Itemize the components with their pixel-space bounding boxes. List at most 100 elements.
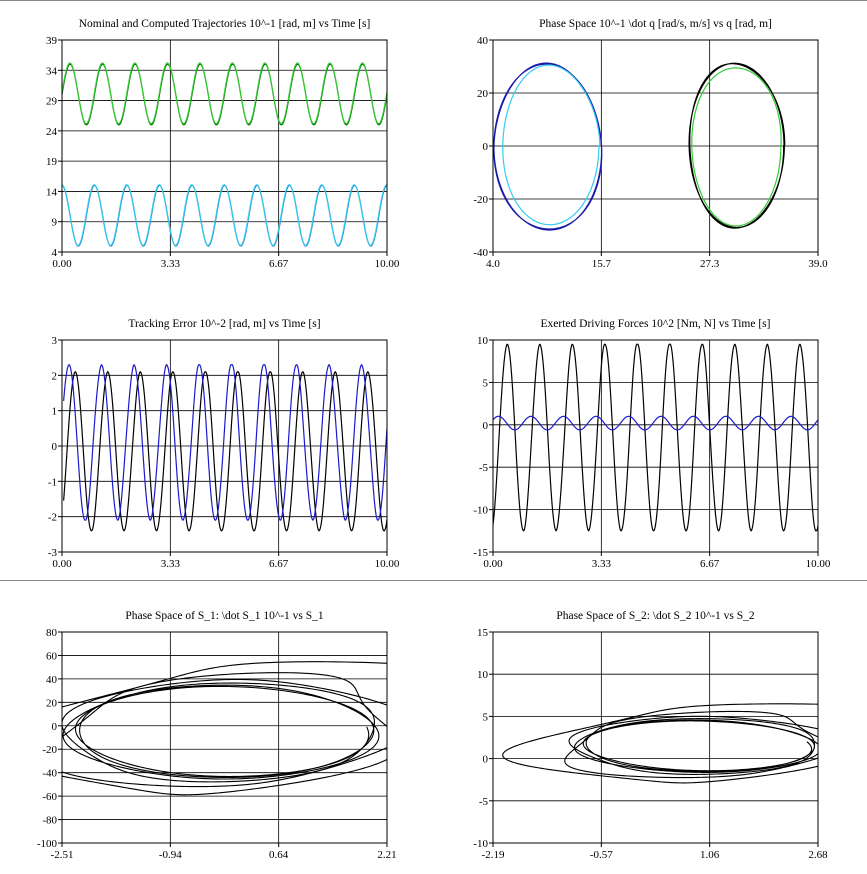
y-tick-label: -100 (37, 838, 58, 850)
y-tick-label: 0 (52, 441, 58, 453)
series-line-3 (62, 184, 387, 247)
x-tick-label: 27.3 (700, 258, 720, 270)
series-group (63, 363, 387, 532)
x-tick-label: -0.57 (590, 849, 613, 861)
y-tick-label: 29 (46, 96, 58, 108)
x-tick-label: -2.51 (51, 849, 74, 861)
x-tick-label: 2.68 (808, 849, 828, 861)
panel-tracking-error: Tracking Error 10^-2 [rad, m] vs Time [s… (48, 318, 400, 570)
y-tick-label: 1 (52, 406, 58, 418)
y-tick-label: -3 (48, 547, 58, 559)
y-tick-label: 0 (52, 721, 58, 733)
series-group (62, 661, 387, 796)
x-tick-label: 0.00 (52, 258, 72, 270)
series-line-2 (62, 62, 387, 125)
x-tick-label: 0.00 (483, 558, 503, 570)
y-tick-label: 20 (477, 88, 489, 100)
x-tick-label: 0.64 (269, 849, 289, 861)
x-tick-label: 39.0 (808, 258, 828, 270)
y-tick-label: 0 (483, 141, 489, 153)
y-tick-label: -60 (42, 791, 57, 803)
plot-frame (492, 631, 819, 844)
y-tick-label: -1 (48, 476, 57, 488)
y-tick-label: 0 (483, 420, 489, 432)
plot-frame (61, 631, 388, 844)
y-tick-label: 19 (46, 156, 58, 168)
y-tick-label: 10 (477, 669, 489, 681)
y-tick-label: -20 (473, 194, 488, 206)
x-tick-label: 3.33 (592, 558, 612, 570)
y-tick-label: 2 (52, 370, 58, 382)
x-tick-label: 0.00 (52, 558, 72, 570)
series-line-4 (691, 67, 782, 227)
y-tick-label: 5 (483, 711, 489, 723)
x-tick-label: 10.00 (806, 558, 831, 570)
x-tick-label: 10.00 (375, 258, 400, 270)
y-tick-label: 39 (46, 35, 58, 47)
series-line-1 (493, 343, 818, 532)
series-line-1 (62, 661, 387, 796)
series-group (62, 62, 387, 247)
series-line-4 (62, 184, 387, 246)
x-tick-label: 2.21 (377, 849, 396, 861)
y-tick-label: 80 (46, 627, 58, 639)
panel-phase-space-s2: Phase Space of S_2: \dot S_2 10^-1 vs S_… (473, 610, 828, 861)
series-line-1 (502, 703, 818, 784)
x-tick-label: 6.67 (700, 558, 720, 570)
y-tick-label: -10 (473, 505, 488, 517)
y-tick-label: 10 (477, 335, 489, 347)
panel-title: Exerted Driving Forces 10^2 [Nm, N] vs T… (541, 318, 771, 330)
y-tick-label: -15 (473, 547, 488, 559)
series-line-2 (63, 363, 387, 522)
series-line-2 (493, 415, 818, 431)
y-tick-label: -10 (473, 838, 488, 850)
panel-title: Phase Space 10^-1 \dot q [rad/s, m/s] vs… (539, 18, 772, 30)
y-tick-label: -5 (479, 462, 489, 474)
x-tick-label: 6.67 (269, 558, 289, 570)
y-tick-label: 60 (46, 650, 58, 662)
x-tick-label: 10.00 (375, 558, 400, 570)
panel-title: Nominal and Computed Trajectories 10^-1 … (79, 18, 371, 30)
series-group (502, 703, 818, 784)
y-tick-label: -5 (479, 796, 489, 808)
y-tick-label: 14 (46, 186, 58, 198)
plot-frame (492, 339, 819, 553)
panel-phase-space-s1: Phase Space of S_1: \dot S_1 10^-1 vs S_… (37, 610, 397, 861)
y-tick-label: 5 (483, 377, 489, 389)
y-tick-label: -80 (42, 815, 57, 827)
y-tick-label: 9 (52, 217, 58, 229)
y-tick-label: -40 (42, 768, 57, 780)
y-tick-label: 34 (46, 65, 58, 77)
y-tick-label: 3 (52, 335, 58, 347)
y-tick-label: 0 (483, 754, 489, 766)
y-tick-label: -20 (42, 744, 57, 756)
series-line-1 (63, 371, 387, 532)
series-group (493, 343, 818, 532)
y-tick-label: -40 (473, 247, 488, 259)
series-group (493, 62, 786, 231)
x-tick-label: 1.06 (700, 849, 720, 861)
x-tick-label: 3.33 (161, 558, 181, 570)
x-tick-label: 6.67 (269, 258, 289, 270)
panel-trajectories: Nominal and Computed Trajectories 10^-1 … (46, 18, 400, 270)
x-tick-label: -2.19 (482, 849, 505, 861)
panel-title: Tracking Error 10^-2 [rad, m] vs Time [s… (128, 318, 320, 330)
plot-frame (61, 39, 388, 253)
x-tick-label: 4.0 (486, 258, 500, 270)
panel-driving-forces: Exerted Driving Forces 10^2 [Nm, N] vs T… (473, 318, 831, 570)
panel-phase-space-q: Phase Space 10^-1 \dot q [rad/s, m/s] vs… (473, 18, 828, 270)
x-tick-label: 3.33 (161, 258, 181, 270)
y-tick-label: -2 (48, 512, 57, 524)
y-tick-label: 4 (52, 247, 58, 259)
y-tick-label: 40 (46, 674, 58, 686)
x-tick-label: 15.7 (592, 258, 612, 270)
y-tick-label: 20 (46, 697, 58, 709)
x-tick-label: -0.94 (159, 849, 182, 861)
panel-title: Phase Space of S_1: \dot S_1 10^-1 vs S_… (125, 610, 324, 622)
y-tick-label: 24 (46, 126, 58, 138)
series-line-3 (688, 62, 786, 229)
series-line-1 (493, 62, 603, 231)
panel-title: Phase Space of S_2: \dot S_2 10^-1 vs S_… (556, 610, 755, 622)
y-tick-label: 40 (477, 35, 489, 47)
